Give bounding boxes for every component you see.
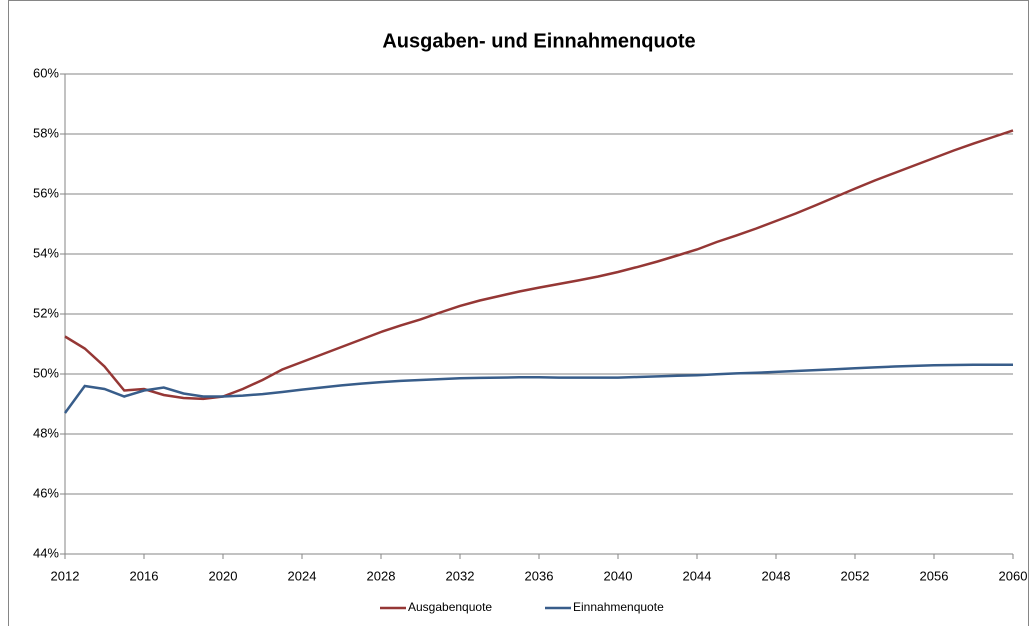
- y-tick-label: 56%: [33, 185, 59, 200]
- y-tick-label: 52%: [33, 305, 59, 320]
- x-tick-label: 2060: [999, 568, 1028, 583]
- y-tick-label: 48%: [33, 425, 59, 440]
- x-tick-label: 2048: [762, 568, 791, 583]
- y-tick-label: 58%: [33, 125, 59, 140]
- legend-label: Ausgabenquote: [408, 600, 492, 614]
- y-tick-label: 46%: [33, 485, 59, 500]
- x-tick-label: 2056: [920, 568, 949, 583]
- x-tick-label: 2052: [841, 568, 870, 583]
- x-tick-label: 2012: [51, 568, 80, 583]
- y-tick-label: 60%: [33, 65, 59, 80]
- x-tick-label: 2016: [130, 568, 159, 583]
- y-tick-label: 50%: [33, 365, 59, 380]
- legend-label: Einnahmenquote: [573, 600, 664, 614]
- x-tick-label: 2020: [209, 568, 238, 583]
- x-tick-label: 2024: [288, 568, 317, 583]
- x-tick-label: 2044: [683, 568, 712, 583]
- series-line: [63, 363, 1013, 414]
- chart-title: Ausgaben- und Einnahmenquote: [382, 30, 695, 52]
- y-tick-label: 44%: [33, 545, 59, 560]
- x-tick-label: 2032: [446, 568, 475, 583]
- y-tick-label: 54%: [33, 245, 59, 260]
- x-tick-label: 2036: [525, 568, 554, 583]
- chart-frame: [8, 0, 1029, 631]
- x-tick-label: 2040: [604, 568, 633, 583]
- x-tick-label: 2028: [367, 568, 396, 583]
